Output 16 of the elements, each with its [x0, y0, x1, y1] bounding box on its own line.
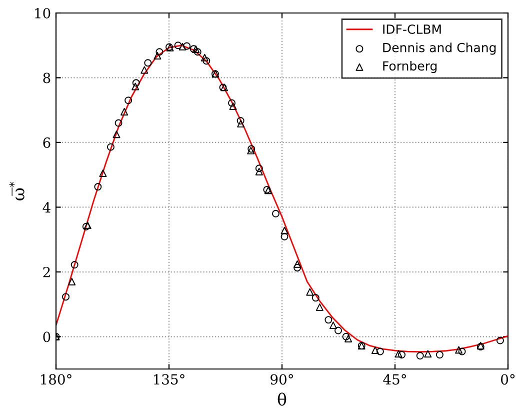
- x-axis-title: θ: [278, 392, 286, 406]
- y-tick-label: 8: [43, 72, 50, 84]
- y-tick-label: 6: [43, 137, 50, 148]
- y-tick-label: 0: [43, 332, 50, 342]
- x-tick-label: 90°: [270, 374, 293, 385]
- legend-label: Fornberg: [383, 60, 437, 74]
- x-tick-label: 180°: [40, 374, 72, 385]
- x-tick-label: 45°: [383, 374, 406, 385]
- x-tick-label: 0°: [501, 374, 515, 385]
- legend-label: Dennis and Chang: [383, 42, 496, 55]
- y-axis-title: ω̅$^{*}$: [9, 182, 24, 200]
- y-tick-label: 4: [42, 202, 50, 212]
- y-tick-label: 2: [43, 266, 50, 278]
- legend-label: IDF-CLBM: [383, 24, 441, 34]
- y-tick-label: 10: [35, 8, 50, 18]
- x-tick-label: 135°: [154, 374, 184, 385]
